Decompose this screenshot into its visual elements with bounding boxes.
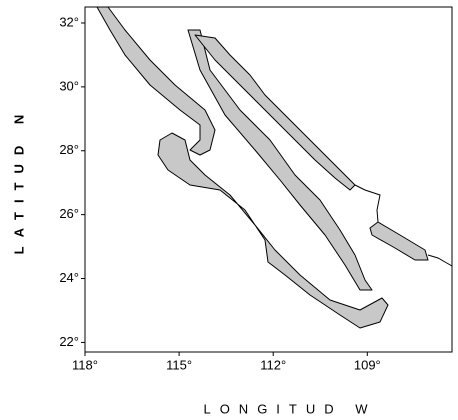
y-tick-label: 32° — [59, 14, 79, 29]
coast-band — [369, 221, 429, 261]
x-tick-label: 118° — [72, 357, 98, 372]
coast-band — [96, 6, 216, 156]
y-tick-label: 28° — [59, 142, 79, 157]
x-axis-title: LONGITUD W — [203, 401, 376, 416]
shoreline — [354, 184, 381, 223]
y-tick-label: 30° — [59, 78, 79, 93]
coastlines — [96, 6, 453, 329]
y-axis-title: LATITUD N — [11, 106, 26, 255]
coast-band — [187, 29, 373, 291]
x-tick-label: 115° — [166, 357, 192, 372]
y-tick-label: 24° — [59, 270, 79, 285]
y-tick-label: 26° — [59, 206, 79, 221]
y-tick-label: 22° — [59, 334, 79, 349]
x-tick-label: 112° — [260, 357, 286, 372]
shoreline — [427, 254, 453, 267]
x-tick-label: 109° — [354, 357, 381, 372]
coast-band — [157, 132, 389, 329]
